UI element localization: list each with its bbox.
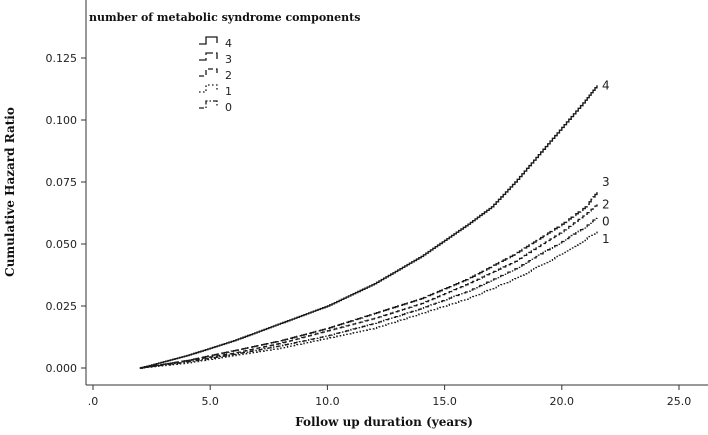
series-line-3: [139, 191, 598, 369]
end-label-3: 3: [602, 175, 610, 189]
y-tick-label: 0.025: [46, 300, 78, 313]
y-tick-label: 0.125: [46, 52, 78, 65]
end-label-2: 2: [602, 197, 610, 211]
y-tick-group: 0.000 0.025 0.050 0.075 0.100 0.125: [46, 52, 86, 375]
legend-symbol-2: [199, 68, 218, 77]
x-tick-label: 20.0: [550, 395, 575, 408]
y-axis-title: Cumulative Hazard Ratio: [3, 107, 17, 277]
legend-label-4: 4: [225, 37, 232, 50]
end-label-0: 0: [602, 215, 610, 229]
end-label-4: 4: [602, 78, 610, 92]
series-line-0: [139, 216, 598, 369]
series-line-4: [139, 85, 598, 369]
y-tick-label: 0.100: [46, 114, 78, 127]
x-tick-label: 5.0: [201, 395, 219, 408]
x-tick-label: 10.0: [315, 395, 340, 408]
legend-symbol-4: [199, 36, 218, 45]
legend-label-2: 2: [225, 69, 232, 82]
y-tick-label: 0.000: [46, 362, 78, 375]
legend-symbol-1: [199, 84, 218, 93]
y-tick-label: 0.075: [46, 176, 78, 189]
legend-label-0: 0: [225, 101, 232, 114]
legend-symbol-0: [199, 100, 218, 109]
end-label-1: 1: [602, 232, 610, 246]
series-lines: [139, 85, 598, 369]
x-tick-label: .0: [88, 395, 99, 408]
x-axis-title: Follow up duration (years): [295, 415, 473, 429]
legend-label-3: 3: [225, 53, 232, 66]
x-tick-group: .0 5.0 10.0 15.0 20.0 25.0: [88, 385, 692, 408]
legend-title: number of metabolic syndrome components: [89, 11, 360, 24]
x-tick-label: 25.0: [667, 395, 692, 408]
y-tick-label: 0.050: [46, 238, 78, 251]
series-line-2: [139, 204, 598, 369]
series-line-1: [139, 231, 598, 369]
legend-symbol-3: [199, 52, 218, 61]
legend: 4 3 2 1 0: [199, 36, 232, 114]
legend-label-1: 1: [225, 85, 232, 98]
x-tick-label: 15.0: [432, 395, 457, 408]
end-labels: 4 3 2 0 1: [602, 78, 610, 246]
